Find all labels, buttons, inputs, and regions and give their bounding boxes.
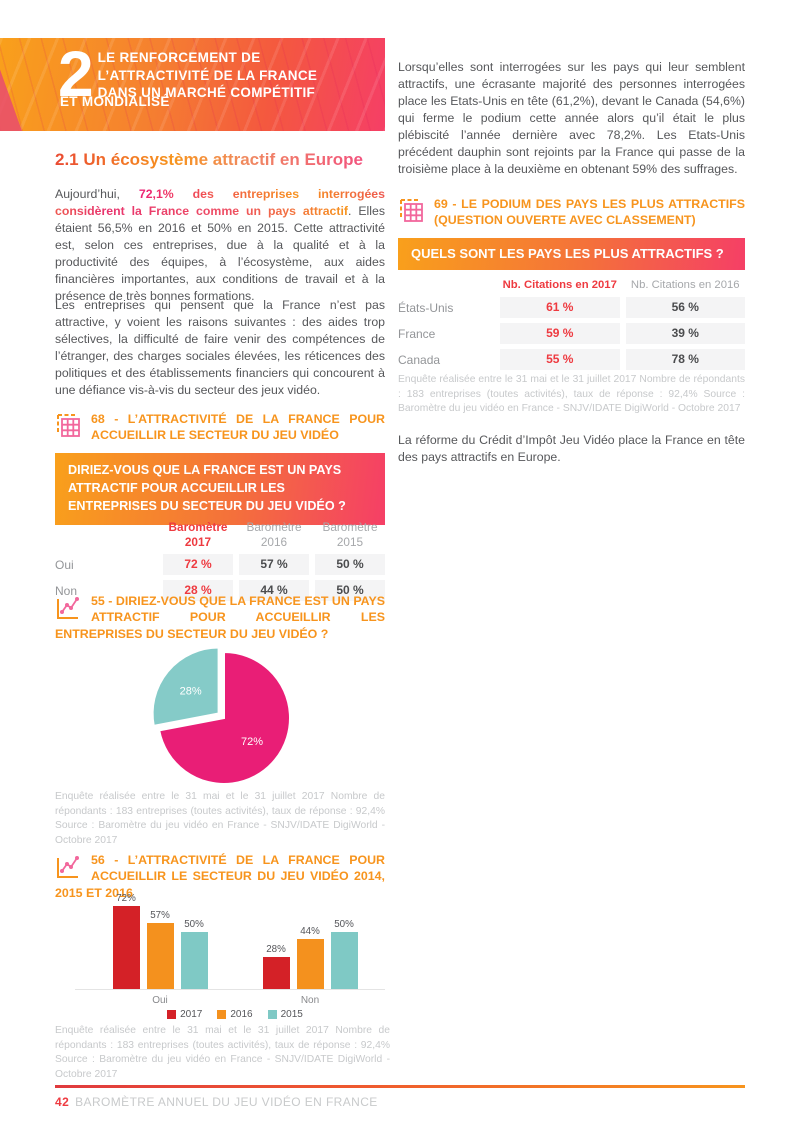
legend-swatch bbox=[267, 1010, 277, 1019]
paragraph-reasons: Les entreprises qui pensent que la Franc… bbox=[55, 298, 385, 397]
line-chart-icon bbox=[55, 594, 82, 621]
legend-label: 2015 bbox=[280, 1009, 303, 1020]
column-header-citations-2017: Nb. Citations en 2017 bbox=[502, 279, 617, 291]
pie-chart-55: 72% 28% bbox=[132, 642, 312, 790]
legend-swatch bbox=[217, 1010, 227, 1019]
intro-paragraph: Aujourd’hui, 72,1% des entreprises inter… bbox=[55, 186, 385, 305]
question-68-heading: 68 - L’ATTRACTIVITÉ DE LA FRANCE POUR AC… bbox=[55, 411, 385, 444]
question-55-heading: 55 - DIRIEZ-VOUS QUE LA FRANCE EST UN PA… bbox=[55, 593, 385, 642]
bar-category-label: Non bbox=[300, 995, 320, 1006]
survey-note-3: Enquête réalisée entre le 31 mai et le 3… bbox=[398, 374, 745, 415]
column-header-citations-2016: Nb. Citations en 2016 bbox=[630, 279, 740, 291]
footer-title: BAROMÈTRE ANNUEL DU JEU VIDÉO EN FRANCE bbox=[75, 1095, 378, 1109]
pie-data-label: 72% bbox=[241, 736, 263, 748]
cell-non-2017: 28 % bbox=[163, 580, 233, 602]
cell-oui-2016: 57 % bbox=[239, 554, 309, 576]
chapter-banner: 2 LE RENFORCEMENT DE L’ATTRACTIVITÉ DE L… bbox=[0, 38, 385, 131]
cell-oui-2015: 50 % bbox=[315, 554, 385, 576]
bar-value-label: 44% bbox=[300, 926, 320, 937]
bar-2015-non bbox=[330, 932, 358, 990]
bar-chart-legend: 2017 2016 2015 bbox=[85, 1009, 385, 1020]
column-header-2017: Baromètre 2017 bbox=[168, 520, 228, 549]
row-label-canada: Canada bbox=[398, 352, 441, 367]
row-label-etats-unis: États-Unis bbox=[398, 300, 454, 315]
paragraph-closing: La réforme du Crédit d’Impôt Jeu Vidéo p… bbox=[398, 433, 745, 464]
cell-non-2015: 50 % bbox=[315, 580, 385, 602]
question-69-banner: QUELS SONT LES PAYS LES PLUS ATTRACTIFS … bbox=[398, 238, 745, 271]
line-chart-icon bbox=[55, 853, 82, 880]
chapter-title-line-3: DANS UN MARCHÉ COMPÉTITIF bbox=[97, 85, 316, 101]
question-56-label: 56 - L’ATTRACTIVITÉ DE LA FRANCE POUR AC… bbox=[55, 853, 385, 900]
table-grid-icon bbox=[55, 412, 82, 439]
bar-2015-oui bbox=[180, 932, 208, 990]
attractiveness-table: Baromètre 2017 Baromètre 2016 Baromètre … bbox=[55, 520, 385, 602]
bar-2017-non bbox=[262, 957, 290, 990]
question-68-banner: DIRIEZ-VOUS QUE LA FRANCE EST UN PAYS AT… bbox=[55, 453, 385, 525]
legend-item-2017: 2017 bbox=[167, 1009, 202, 1020]
cell-etats-unis-2017: 61 % bbox=[500, 297, 620, 319]
column-header-2016: Baromètre 2016 bbox=[246, 520, 302, 549]
chapter-title-line-4: ET MONDIALISÉ bbox=[60, 93, 170, 109]
page-number: 42 bbox=[55, 1095, 70, 1109]
row-label-france: France bbox=[398, 326, 436, 341]
bar-group-non: 28% 44% 50% Non bbox=[262, 889, 358, 1007]
legend-label: 2016 bbox=[230, 1009, 253, 1020]
chapter-title-line-1: LE RENFORCEMENT DE bbox=[97, 50, 261, 65]
chapter-title-line-2: L’ATTRACTIVITÉ DE LA FRANCE bbox=[97, 67, 318, 83]
bar-value-label: 50% bbox=[334, 919, 354, 930]
bar-2017-oui bbox=[112, 906, 140, 990]
intro-prefix: Aujourd’hui, bbox=[55, 187, 139, 201]
bar-2016-oui bbox=[146, 923, 174, 990]
legend-item-2016: 2016 bbox=[217, 1009, 253, 1020]
intro-rest: . Elles étaient 56,5% en 2016 et 50% en … bbox=[55, 203, 385, 303]
pie-slice-oui bbox=[157, 650, 291, 785]
question-69-heading: 69 - LE PODIUM DES PAYS LES PLUS ATTRACT… bbox=[398, 196, 745, 229]
intro-highlight: 72,1% des entreprises interrogées consid… bbox=[55, 187, 385, 218]
bar-category-label: Oui bbox=[152, 995, 168, 1006]
table-grid-icon bbox=[398, 197, 425, 224]
bar-value-label: 57% bbox=[150, 910, 170, 921]
bar-value-label: 72% bbox=[116, 893, 136, 904]
question-55-label: 55 - DIRIEZ-VOUS QUE LA FRANCE EST UN PA… bbox=[55, 594, 385, 641]
chapter-number: 2 bbox=[58, 38, 94, 110]
bar-value-label: 28% bbox=[266, 944, 286, 955]
row-label-non: Non bbox=[55, 583, 78, 598]
pie-slice-non bbox=[151, 646, 220, 728]
page-footer: 42 BAROMÈTRE ANNUEL DU JEU VIDÉO EN FRANC… bbox=[55, 1095, 378, 1109]
cell-oui-2017: 72 % bbox=[163, 554, 233, 576]
row-label-oui: Oui bbox=[55, 557, 74, 572]
column-header-2015: Baromètre 2015 bbox=[322, 520, 378, 549]
cell-canada-2016: 78 % bbox=[625, 349, 745, 371]
bar-2016-non bbox=[296, 939, 324, 990]
cell-france-2017: 59 % bbox=[500, 323, 620, 345]
question-68-label: 68 - L’ATTRACTIVITÉ DE LA FRANCE POUR AC… bbox=[91, 412, 385, 443]
question-69-label: 69 - LE PODIUM DES PAYS LES PLUS ATTRACT… bbox=[434, 197, 745, 228]
pie-data-label: 28% bbox=[180, 685, 202, 697]
cell-france-2016: 39 % bbox=[625, 323, 745, 345]
bar-plot-area: 72% 57% 50% Oui 28% 44% 50% Non bbox=[75, 889, 385, 1007]
bar-chart-56: 72% 57% 50% Oui 28% 44% 50% Non 2017 2016 2015 bbox=[55, 889, 385, 1020]
cell-non-2016: 44 % bbox=[239, 580, 309, 602]
bar-value-label: 50% bbox=[184, 919, 204, 930]
section-title: 2.1 Un écosystème attractif en Europe bbox=[55, 150, 364, 169]
legend-label: 2017 bbox=[180, 1009, 203, 1020]
banner-texture-decor bbox=[0, 38, 385, 131]
survey-note-1: Enquête réalisée entre le 31 mai et le 3… bbox=[55, 791, 385, 846]
paragraph-countries: Lorsqu’elles sont interrogées sur les pa… bbox=[398, 60, 745, 176]
legend-swatch bbox=[167, 1010, 177, 1019]
bar-group-oui: 72% 57% 50% Oui bbox=[112, 889, 208, 1007]
footer-divider bbox=[55, 1085, 745, 1088]
cell-canada-2017: 55 % bbox=[500, 349, 620, 371]
cell-etats-unis-2016: 56 % bbox=[625, 297, 745, 319]
question-56-heading: 56 - L’ATTRACTIVITÉ DE LA FRANCE POUR AC… bbox=[55, 852, 385, 901]
survey-note-2: Enquête réalisée entre le 31 mai et le 3… bbox=[55, 1025, 390, 1080]
legend-item-2015: 2015 bbox=[267, 1009, 303, 1020]
countries-table: Nb. Citations en 2017 Nb. Citations en 2… bbox=[398, 278, 745, 371]
